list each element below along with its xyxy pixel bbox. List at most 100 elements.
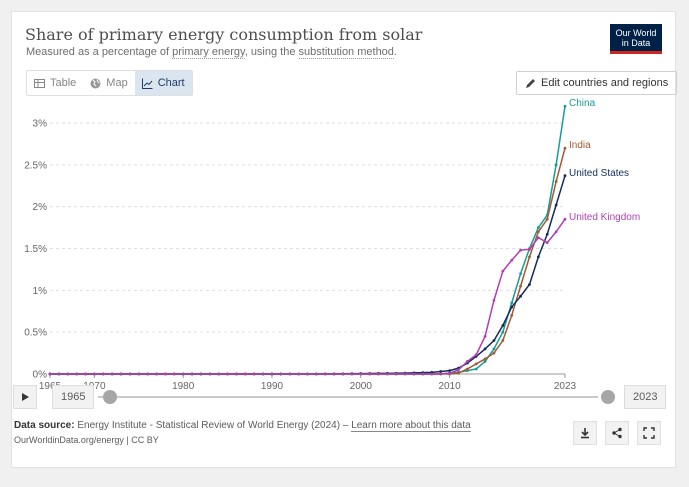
data-point-india bbox=[528, 255, 531, 259]
data-point-united-kingdom bbox=[483, 334, 487, 338]
data-point-united-states bbox=[519, 294, 523, 298]
share-button[interactable] bbox=[605, 421, 629, 445]
tab-map[interactable]: Map bbox=[83, 71, 134, 95]
download-button[interactable] bbox=[573, 421, 597, 445]
learn-more-link[interactable]: Learn more about this data bbox=[351, 420, 471, 432]
data-point-united-kingdom bbox=[394, 372, 398, 376]
data-point-china bbox=[510, 301, 514, 305]
edit-countries-button[interactable]: Edit countries and regions bbox=[516, 71, 678, 95]
subtitle-text-2: , using the bbox=[244, 46, 299, 58]
data-point-united-kingdom bbox=[519, 248, 523, 252]
timeline-start-handle[interactable] bbox=[103, 390, 117, 404]
data-point-india bbox=[545, 217, 549, 221]
data-point-united-kingdom bbox=[430, 372, 434, 376]
data-point-united-kingdom bbox=[510, 258, 514, 262]
line-chart: 0% 0.5% 1% 1.5% 2% 2.5% 3% 1965 1970 1980 1990 200… bbox=[24, 98, 640, 389]
data-point-united-states bbox=[448, 369, 451, 373]
data-point-united-kingdom bbox=[57, 372, 61, 376]
data-point-india bbox=[510, 314, 514, 317]
pencil-icon bbox=[526, 78, 535, 88]
footer-credit[interactable]: OurWorldinData.org/energy | CC BY bbox=[14, 435, 159, 445]
play-button[interactable] bbox=[13, 385, 37, 409]
data-point-united-kingdom bbox=[92, 372, 96, 376]
y-tick-label: 3% bbox=[33, 119, 48, 130]
y-tick-label: 0% bbox=[33, 370, 48, 381]
x-tick-label: 1970 bbox=[83, 381, 106, 389]
data-point-united-kingdom bbox=[181, 372, 185, 376]
data-point-china bbox=[492, 347, 496, 351]
data-point-united-kingdom bbox=[84, 372, 87, 376]
data-point-india bbox=[457, 371, 460, 375]
data-point-united-kingdom bbox=[439, 372, 443, 376]
data-point-united-kingdom bbox=[288, 372, 292, 376]
tab-chart[interactable]: Chart bbox=[134, 71, 192, 95]
x-tick-label: 2023 bbox=[554, 381, 577, 389]
y-axis-ticks: 0% 0.5% 1% 1.5% 2% 2.5% 3% bbox=[24, 119, 47, 381]
data-point-china bbox=[563, 104, 567, 108]
data-point-china bbox=[474, 367, 478, 371]
data-point-united-states bbox=[554, 203, 558, 207]
y-tick-label: 1.5% bbox=[24, 244, 47, 255]
data-point-united-kingdom bbox=[448, 371, 451, 375]
data-point-united-kingdom bbox=[528, 247, 531, 251]
download-icon bbox=[581, 428, 589, 439]
data-point-united-kingdom bbox=[306, 372, 309, 376]
tab-table[interactable]: Table bbox=[27, 71, 83, 95]
data-point-united-kingdom bbox=[208, 372, 212, 376]
data-point-united-kingdom bbox=[110, 372, 114, 376]
data-point-china bbox=[483, 360, 487, 363]
data-point-united-kingdom bbox=[350, 372, 354, 376]
timeline-start-year[interactable]: 1965 bbox=[52, 385, 95, 409]
play-icon bbox=[22, 393, 29, 401]
subtitle-text-1: Measured as a percentage of bbox=[26, 46, 173, 58]
data-point-united-states bbox=[439, 370, 443, 373]
x-tick-label: 1980 bbox=[172, 381, 195, 389]
data-point-united-kingdom bbox=[172, 372, 176, 376]
x-tick-label: 2010 bbox=[438, 381, 461, 389]
data-point-united-kingdom bbox=[164, 372, 167, 376]
chart-card: Share of primary energy consumption from… bbox=[11, 11, 678, 468]
data-point-china bbox=[501, 330, 505, 334]
data-point-india bbox=[519, 284, 523, 288]
data-point-united-kingdom bbox=[368, 372, 372, 376]
data-point-united-kingdom bbox=[226, 372, 229, 376]
view-tabs: Table Map Chart bbox=[26, 70, 193, 96]
data-point-united-states bbox=[545, 232, 549, 236]
logo-line-1: Our World bbox=[615, 28, 657, 38]
series-label-india: India bbox=[569, 140, 591, 151]
fullscreen-button[interactable] bbox=[637, 421, 661, 445]
timeline-end-handle[interactable] bbox=[601, 390, 615, 404]
data-point-united-kingdom bbox=[341, 372, 345, 376]
data-point-united-kingdom bbox=[386, 372, 389, 376]
data-point-united-kingdom bbox=[217, 372, 221, 376]
data-point-united-kingdom bbox=[536, 236, 540, 240]
series-line-united-states bbox=[50, 175, 566, 375]
data-point-united-kingdom bbox=[563, 217, 567, 221]
data-point-united-kingdom bbox=[501, 269, 505, 273]
data-point-united-kingdom bbox=[492, 298, 496, 302]
data-point-united-kingdom bbox=[101, 372, 105, 376]
timeline-end-year[interactable]: 2023 bbox=[624, 385, 667, 409]
data-point-united-kingdom bbox=[457, 368, 460, 372]
series-labels: China India United States United Kingdom bbox=[569, 98, 640, 223]
data-point-united-kingdom bbox=[545, 241, 549, 245]
data-point-united-kingdom bbox=[279, 372, 283, 376]
timeline-track[interactable] bbox=[98, 396, 598, 398]
substitution-method-link[interactable]: substitution method bbox=[298, 46, 394, 59]
y-tick-label: 0.5% bbox=[24, 328, 47, 339]
y-tick-label: 2.5% bbox=[24, 160, 47, 171]
data-point-united-states bbox=[492, 339, 496, 342]
data-point-united-kingdom bbox=[243, 372, 247, 376]
data-point-united-kingdom bbox=[554, 230, 558, 234]
primary-energy-link[interactable]: primary energy bbox=[172, 46, 245, 59]
source-text: Energy Institute - Statistical Review of… bbox=[74, 420, 352, 431]
data-point-united-kingdom bbox=[403, 372, 407, 376]
data-point-united-kingdom bbox=[465, 360, 469, 363]
data-point-united-kingdom bbox=[252, 372, 256, 376]
owid-logo[interactable]: Our World in Data bbox=[610, 24, 662, 54]
tab-map-label: Map bbox=[106, 77, 128, 89]
series-group bbox=[48, 104, 567, 376]
data-point-united-kingdom bbox=[48, 372, 52, 376]
fullscreen-icon bbox=[643, 427, 655, 439]
x-tick-label: 1990 bbox=[261, 381, 284, 389]
